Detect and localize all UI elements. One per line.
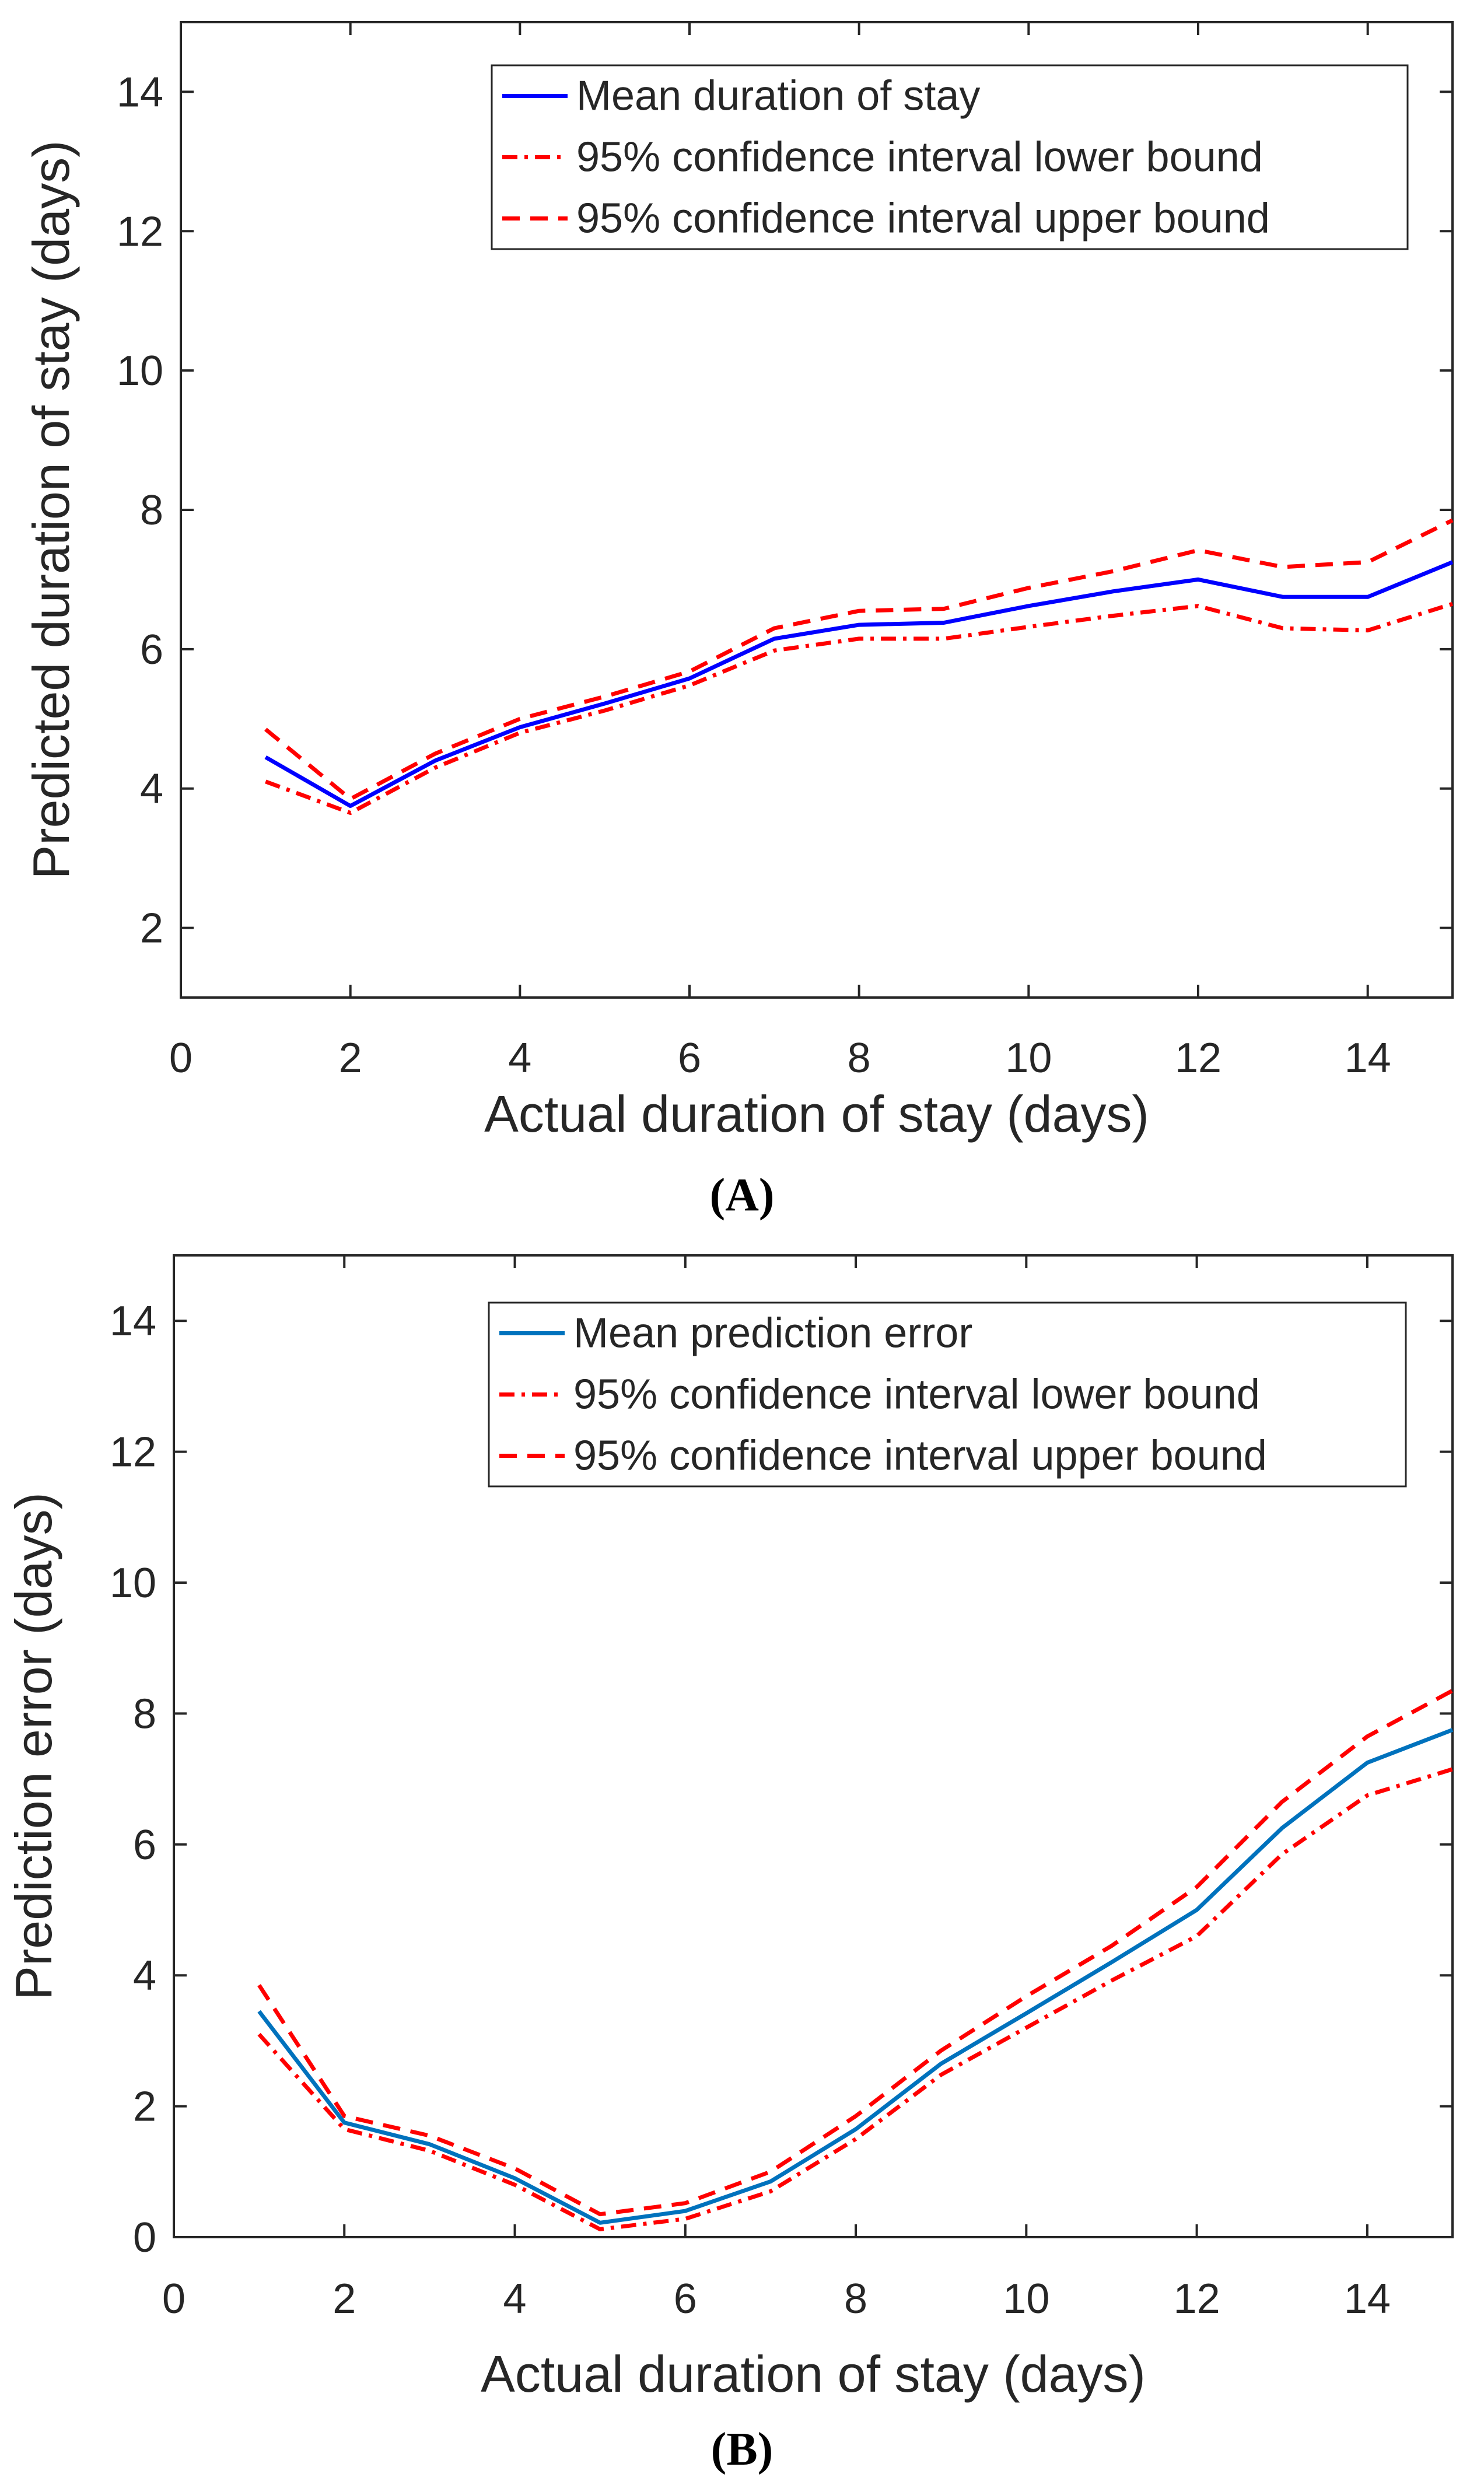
- legend-label: 95% confidence interval upper bound: [576, 195, 1270, 242]
- x-tick-label: 0: [169, 1035, 192, 1082]
- x-tick-label: 14: [1344, 2276, 1391, 2322]
- x-tick-label: 8: [848, 1035, 871, 1082]
- legend-label: 95% confidence interval lower bound: [573, 1371, 1260, 1418]
- panel-label: (B): [711, 2424, 774, 2475]
- y-tick-label: 6: [133, 1822, 156, 1868]
- legend-box: [488, 1301, 1407, 1488]
- legend-entry: 95% confidence interval lower bound: [502, 134, 1263, 181]
- x-tick-label: 6: [678, 1035, 701, 1082]
- series-line: [264, 560, 1454, 809]
- axis-ticks: 0 2 4 6 8 10 12 14 2 4 6 8 10 12 14: [117, 22, 1452, 1082]
- y-tick-label: 8: [133, 1691, 156, 1737]
- y-axis-label: Predicted duration of stay (days): [22, 141, 80, 880]
- panel-label: (A): [709, 1170, 774, 1221]
- legend-entry: 95% confidence interval lower bound: [499, 1371, 1260, 1418]
- x-tick-label: 12: [1174, 2276, 1220, 2322]
- x-tick-label: 0: [162, 2276, 186, 2322]
- x-tick-label: 10: [1003, 2276, 1049, 2322]
- series-lines: [257, 1689, 1454, 2231]
- series-line: [265, 601, 1454, 815]
- legend: Mean prediction error 95% confidence int…: [488, 1301, 1407, 1488]
- legend-box: [491, 64, 1409, 250]
- y-tick-label: 2: [140, 905, 163, 952]
- legend-entry: 95% confidence interval upper bound: [502, 195, 1270, 242]
- y-tick-label: 8: [140, 487, 163, 534]
- y-tick-label: 4: [133, 1952, 156, 1999]
- legend-label: 95% confidence interval lower bound: [576, 134, 1263, 181]
- chart-panel-b: 0 2 4 6 8 10 12 14 0 2 4 6 8 10 12 14 Mean prediction e…: [5, 1254, 1454, 2475]
- y-tick-label: 10: [117, 348, 163, 394]
- axis-ticks: 0 2 4 6 8 10 12 14 0 2 4 6 8 10 12 14: [110, 1255, 1452, 2322]
- y-tick-label: 12: [110, 1429, 156, 1476]
- x-tick-label: 2: [332, 2276, 356, 2322]
- x-axis-label: Actual duration of stay (days): [481, 2345, 1146, 2403]
- y-tick-label: 0: [133, 2214, 156, 2261]
- legend-entry: 95% confidence interval upper bound: [499, 1433, 1267, 1479]
- series-lines: [264, 518, 1454, 815]
- x-tick-label: 4: [508, 1035, 531, 1082]
- x-axis-label: Actual duration of stay (days): [484, 1085, 1149, 1143]
- series-line: [257, 1767, 1454, 2231]
- y-tick-label: 6: [140, 627, 163, 673]
- legend-label: Mean prediction error: [573, 1310, 972, 1357]
- y-axis-label: Prediction error (days): [5, 1492, 62, 2000]
- chart-panel-a: 0 2 4 6 8 10 12 14 2 4 6 8 10 12 14 Mean duration of s…: [22, 21, 1454, 1221]
- x-tick-label: 12: [1175, 1035, 1222, 1082]
- legend-label: 95% confidence interval upper bound: [573, 1433, 1267, 1479]
- x-tick-label: 4: [503, 2276, 527, 2322]
- x-tick-label: 14: [1345, 1035, 1391, 1082]
- legend-label: Mean duration of stay: [576, 73, 980, 120]
- series-line: [264, 518, 1454, 802]
- x-tick-label: 8: [844, 2276, 867, 2322]
- legend-entry: Mean prediction error: [499, 1310, 972, 1357]
- y-tick-label: 2: [133, 2084, 156, 2130]
- x-tick-label: 6: [674, 2276, 697, 2322]
- legend-entry: Mean duration of stay: [502, 73, 980, 120]
- y-tick-label: 14: [117, 69, 163, 116]
- x-tick-label: 10: [1005, 1035, 1052, 1082]
- series-line: [257, 1689, 1454, 2217]
- y-tick-label: 12: [117, 208, 163, 255]
- series-line: [257, 1728, 1454, 2225]
- legend: Mean duration of stay 95% confidence int…: [491, 64, 1409, 250]
- y-tick-label: 14: [110, 1298, 156, 1345]
- y-tick-label: 10: [110, 1560, 156, 1607]
- x-tick-label: 2: [339, 1035, 362, 1082]
- y-tick-label: 4: [140, 766, 163, 813]
